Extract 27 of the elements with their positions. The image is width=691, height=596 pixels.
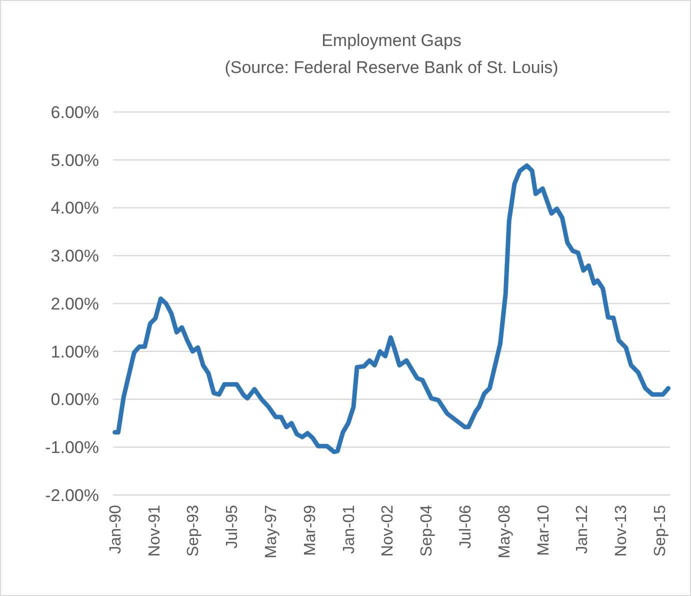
x-tick-label: Mar-99 — [302, 504, 319, 556]
x-tick-label: Sep-15 — [652, 504, 670, 557]
x-tick-label: May-97 — [262, 504, 280, 558]
x-tick-label: Sep-04 — [418, 504, 436, 557]
chart-title: Employment Gaps — [322, 31, 462, 50]
y-tick-label: 3.00% — [50, 246, 99, 266]
x-tick-label: Jan-12 — [574, 504, 592, 554]
x-tick-label: Sep-93 — [185, 504, 202, 557]
x-tick-label: Jul-06 — [457, 504, 474, 549]
y-tick-label: -2.00% — [45, 486, 99, 505]
chart-subtitle: (Source: Federal Reserve Bank of St. Louis) — [224, 58, 558, 77]
y-tick-label: 6.00% — [50, 102, 99, 122]
line-series — [112, 163, 671, 454]
y-tick-label: -1.00% — [45, 438, 99, 458]
y-tick-label: 5.00% — [50, 150, 99, 170]
x-tick-label: Jul-95 — [224, 504, 242, 549]
x-tick-label: Mar-10 — [535, 504, 552, 556]
y-tick-label: 4.00% — [50, 198, 99, 218]
x-tick-label: May-08 — [496, 504, 514, 558]
y-tick-label: 0.00% — [50, 390, 99, 410]
x-tick-label: Jan-01 — [340, 504, 358, 554]
x-tick-label: Jan-90 — [107, 504, 124, 554]
y-tick-label: 1.00% — [50, 342, 99, 362]
x-tick-label: Nov-13 — [613, 504, 630, 557]
y-tick-label: 2.00% — [50, 294, 99, 314]
x-tick-label: Nov-91 — [146, 504, 164, 557]
x-tick-label: Nov-02 — [380, 504, 397, 557]
